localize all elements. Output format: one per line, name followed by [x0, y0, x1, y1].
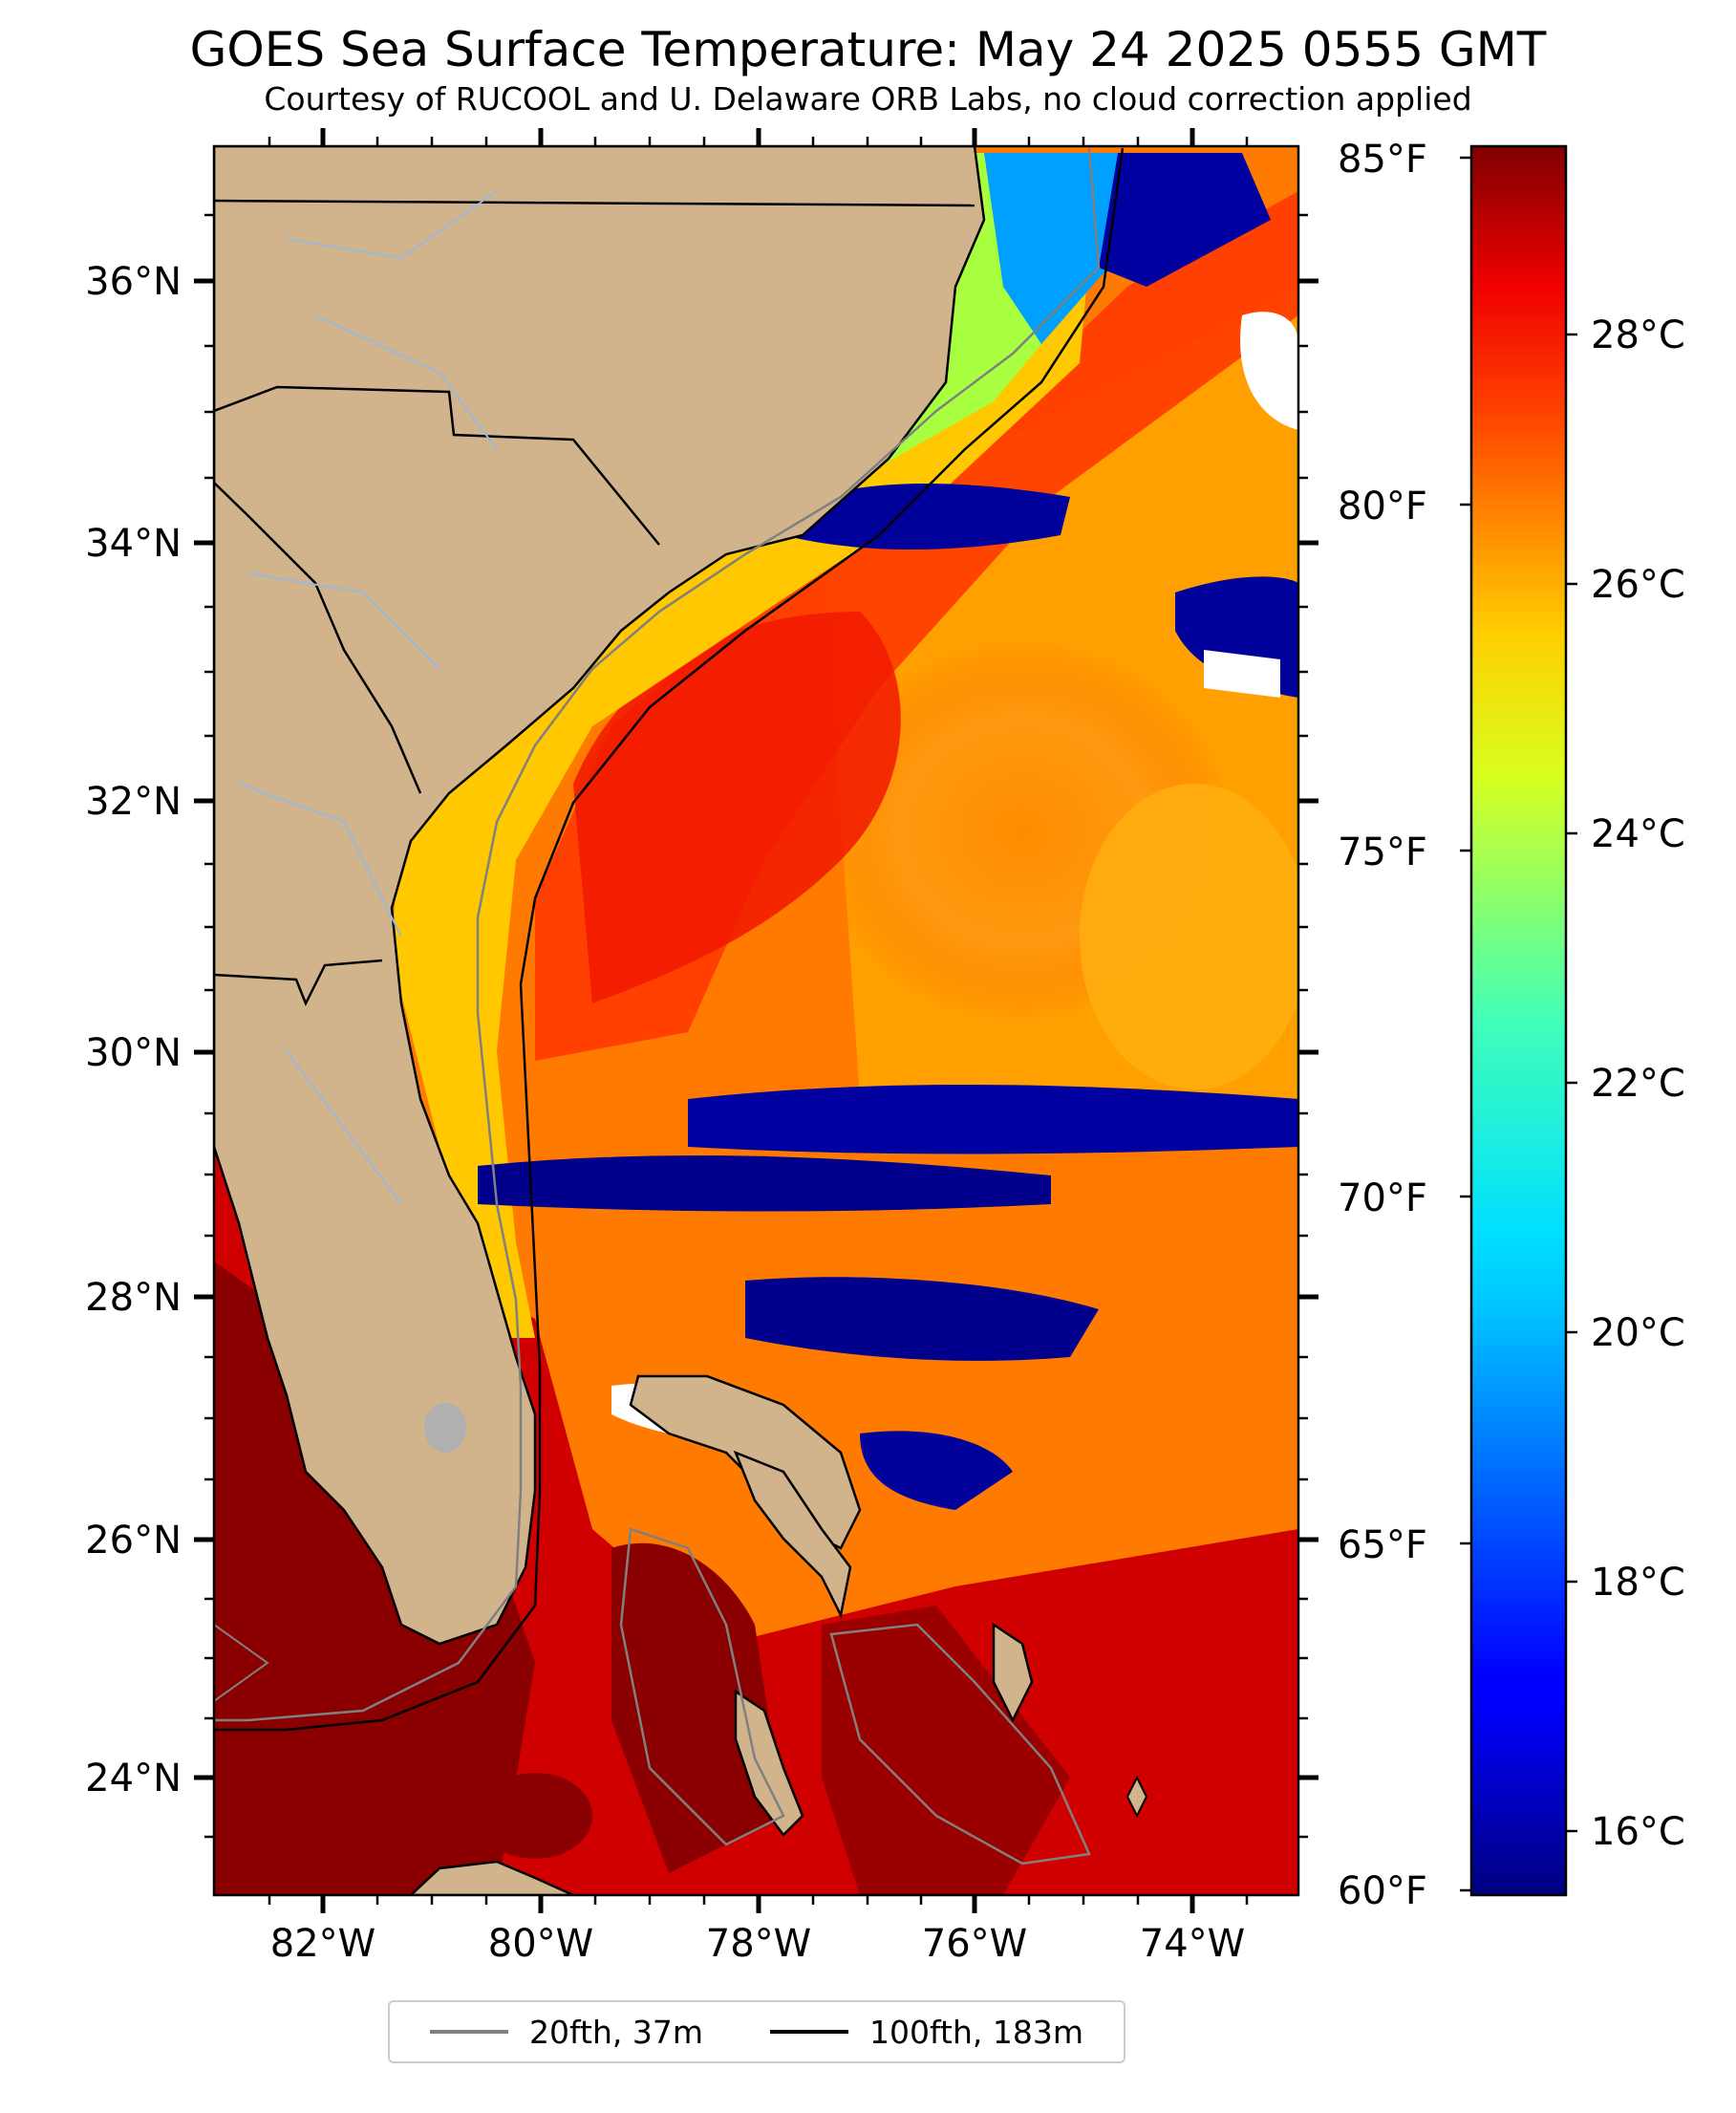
legend-item-20fth: 20fth, 37m — [430, 2014, 703, 2051]
isobath-great-bahama-bank — [829, 1623, 1091, 1865]
cold-band-6 — [860, 1431, 1013, 1510]
lat-label-28: 28°N — [85, 1276, 182, 1320]
lon-label-82: 82°W — [270, 1922, 375, 1966]
legend-line-gray — [430, 2030, 508, 2034]
legend-label-20fth: 20fth, 37m — [529, 2013, 703, 2051]
continental-shelf-warm — [392, 153, 1099, 1338]
f-label-75: 75°F — [1338, 830, 1427, 874]
f-label-80: 80°F — [1338, 485, 1427, 528]
longitude-labels: 82°W 80°W 78°W 76°W 74°W — [270, 1922, 1245, 1966]
cold-band-3 — [688, 1085, 1298, 1154]
lat-label-24: 24°N — [85, 1757, 182, 1800]
latitude-labels: 36°N 34°N 32°N 30°N 28°N 26°N 24°N — [85, 260, 182, 1800]
border-ga-fl — [214, 959, 383, 1007]
lat-label-30: 30°N — [85, 1031, 182, 1075]
sst-map — [214, 146, 1298, 1895]
great-bahama-bank-warm — [822, 1606, 1070, 1895]
border-nc-sc — [214, 385, 660, 546]
lat-label-26: 26°N — [85, 1519, 182, 1563]
legend-label-100fth: 100fth, 183m — [869, 2013, 1083, 2051]
legend-item-100fth: 100fth, 183m — [770, 2014, 1083, 2051]
legend-line-black — [770, 2030, 848, 2034]
lon-label-80: 80°W — [488, 1922, 593, 1966]
isobath-legend: 20fth, 37m 100fth, 183m — [388, 2000, 1125, 2063]
ocean-eddy-east — [1080, 784, 1298, 1089]
fahrenheit-labels: 85°F 80°F 75°F 70°F 65°F 60°F — [1338, 138, 1427, 1913]
c-label-28: 28°C — [1591, 313, 1685, 357]
c-label-22: 22°C — [1591, 1062, 1685, 1106]
land-southeast-us — [214, 146, 986, 1646]
c-label-16: 16°C — [1591, 1810, 1685, 1854]
cold-band-1 — [783, 484, 1070, 550]
eleuthera-island — [992, 1622, 1034, 1723]
f-label-85: 85°F — [1338, 138, 1427, 182]
cay-sal-bank — [478, 1773, 592, 1859]
celsius-ticks — [1566, 333, 1577, 1833]
f-label-65: 65°F — [1338, 1523, 1427, 1567]
cold-band-4 — [478, 1155, 1051, 1212]
border-va-nc — [214, 199, 975, 207]
bahama-bank-warm — [611, 1542, 783, 1873]
c-label-20: 20°C — [1591, 1311, 1685, 1355]
map-title: GOES Sea Surface Temperature: May 24 202… — [189, 22, 1547, 77]
lat-label-36: 36°N — [85, 260, 182, 304]
c-label-24: 24°C — [1591, 812, 1685, 856]
isobath-20fth — [214, 147, 1101, 1722]
border-sc-ga — [214, 482, 422, 794]
cold-band-5 — [745, 1277, 1099, 1361]
andros-island — [734, 1689, 804, 1837]
lat-label-32: 32°N — [85, 780, 182, 824]
small-island — [1125, 1775, 1148, 1819]
isobath-bahama-bank — [619, 1527, 785, 1846]
latitude-major-ticks — [194, 278, 1318, 1780]
lake-okeechobee — [424, 1403, 466, 1453]
colorbar — [1469, 144, 1568, 1897]
fahrenheit-ticks — [1460, 156, 1471, 1892]
rivers — [238, 190, 498, 1205]
c-label-18: 18°C — [1591, 1561, 1685, 1605]
cold-water-north — [1099, 153, 1271, 287]
cold-nearshore-water — [984, 153, 1118, 344]
lat-label-34: 34°N — [85, 522, 182, 566]
gulf-stream-meander — [573, 612, 901, 1003]
minor-ticks — [204, 137, 1308, 1905]
isobath-20fth-gulf — [214, 1624, 269, 1702]
isobath-100fth — [214, 147, 1125, 1732]
lon-label-76: 76°W — [922, 1922, 1027, 1966]
f-label-70: 70°F — [1338, 1176, 1427, 1220]
c-label-26: 26°C — [1591, 563, 1685, 607]
lon-label-78: 78°W — [706, 1922, 811, 1966]
cloud-patch-e — [1204, 650, 1280, 698]
longitude-major-ticks — [320, 128, 1195, 1913]
f-label-60: 60°F — [1338, 1869, 1427, 1913]
map-subtitle: Courtesy of RUCOOL and U. Delaware ORB L… — [264, 80, 1472, 118]
cloud-patch-ne — [1240, 312, 1298, 430]
nearshore-cool-water — [611, 153, 1099, 593]
cuba-coast — [409, 1860, 574, 1895]
celsius-labels: 28°C 26°C 24°C 22°C 20°C 18°C 16°C — [1591, 313, 1685, 1854]
abaco-island — [733, 1450, 852, 1619]
lon-label-74: 74°W — [1140, 1922, 1245, 1966]
